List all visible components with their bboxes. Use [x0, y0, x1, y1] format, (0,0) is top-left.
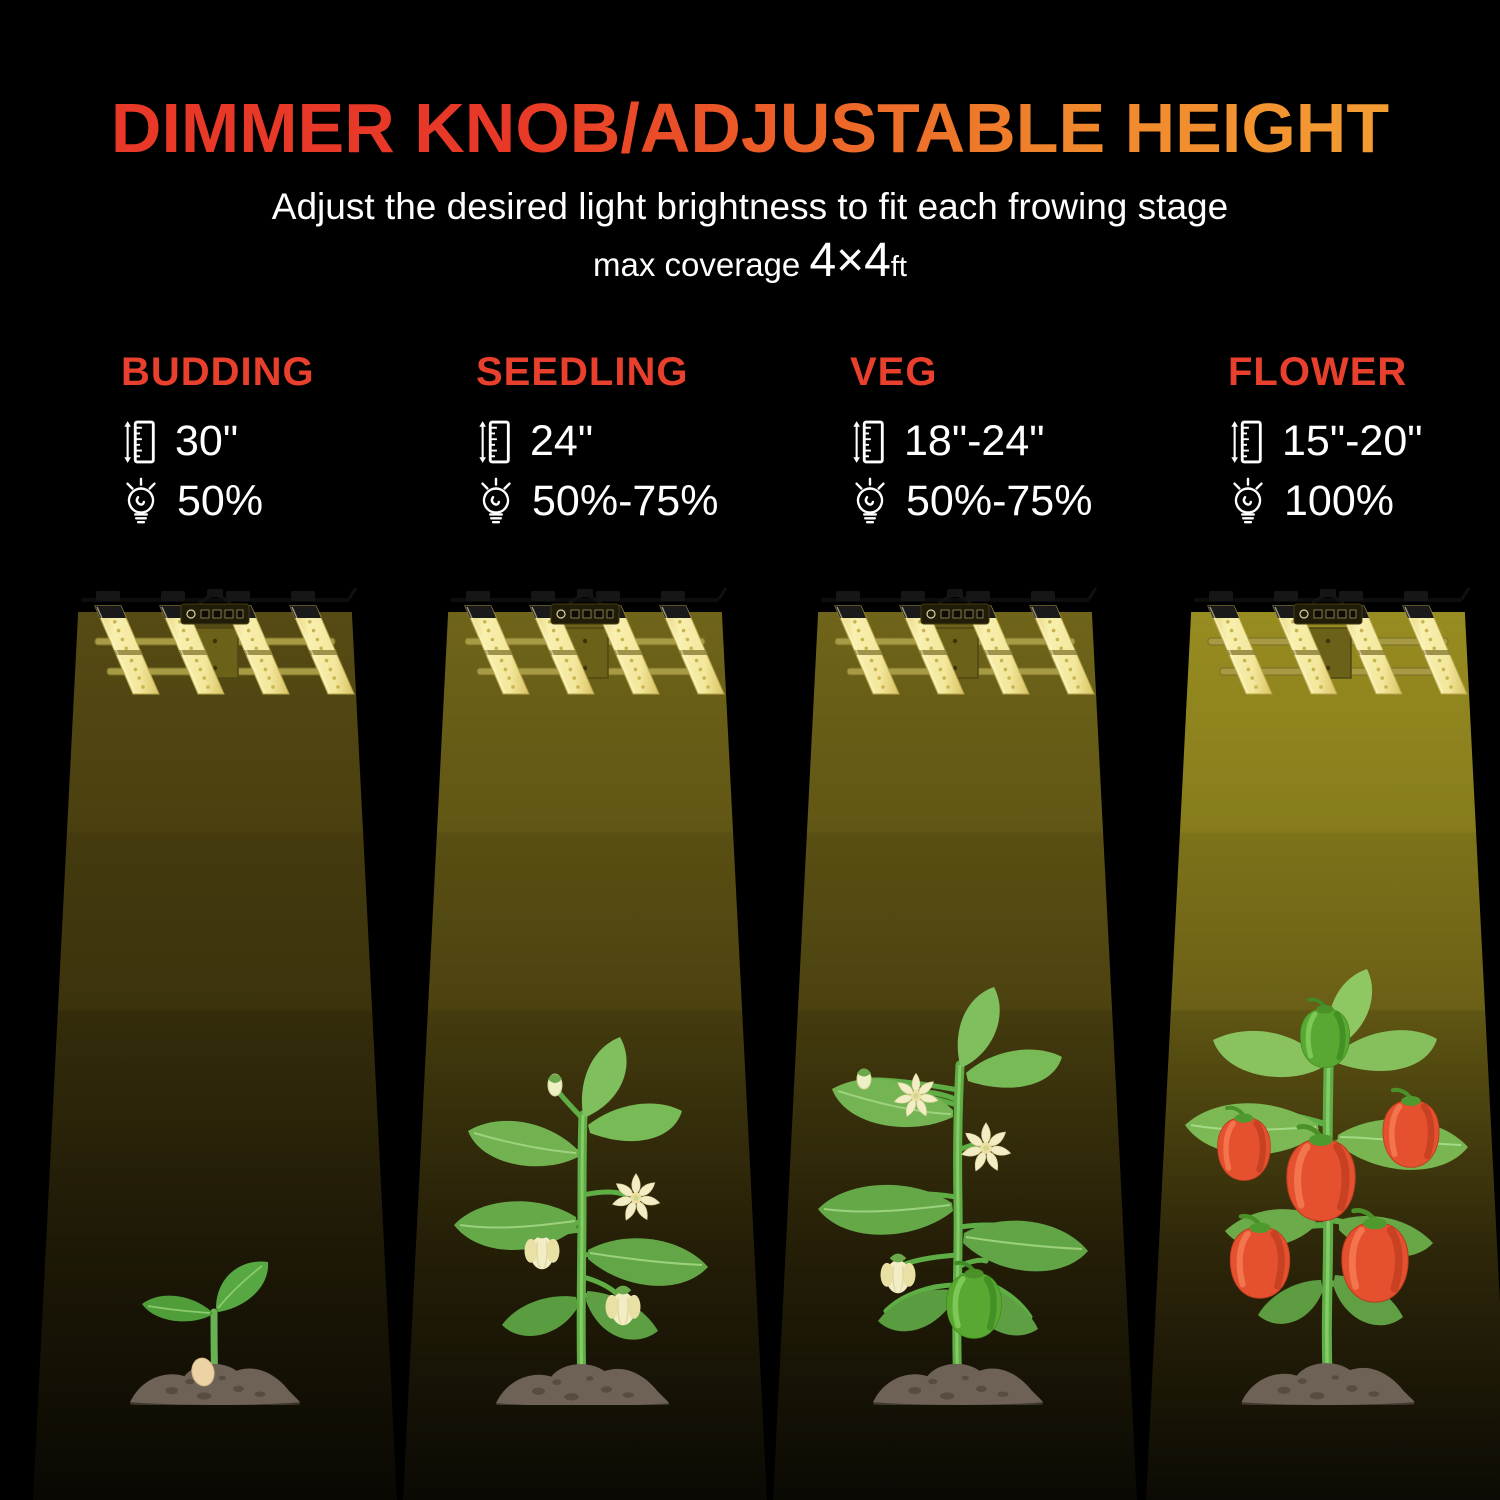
coverage-note: max coverage 4×4ft	[0, 233, 1500, 288]
height-ruler-icon	[1228, 419, 1266, 465]
hang-height-value: 15"-20"	[1282, 417, 1423, 465]
brightness-value: 50%-75%	[532, 476, 719, 525]
grow-light-fixture-seedling	[435, 586, 735, 700]
bulb-brightness-icon	[476, 476, 516, 526]
hang-height-row: 24"	[476, 417, 718, 466]
stage-block-veg: VEG 18"-24" 50%-75%	[850, 350, 1092, 526]
height-ruler-icon	[121, 419, 159, 465]
star-flower	[610, 1173, 662, 1223]
brightness-value: 50%-75%	[906, 476, 1093, 525]
brightness-row: 50%-75%	[850, 476, 1092, 526]
height-ruler-icon	[476, 419, 514, 465]
stage-block-seedling: SEEDLING 24" 50%-75%	[476, 350, 718, 526]
coverage-value: 4×4	[809, 234, 891, 287]
stage-name: SEEDLING	[476, 350, 689, 394]
plant-veg	[818, 987, 1088, 1405]
hang-height-value: 30"	[175, 417, 239, 465]
grow-light-fixture-flower	[1178, 586, 1478, 700]
hang-height-row: 18"-24"	[850, 417, 1092, 466]
red-pepper	[1383, 1090, 1439, 1167]
plant-sprout	[130, 1261, 300, 1405]
hang-height-value: 24"	[530, 417, 594, 465]
brightness-row: 100%	[1228, 476, 1423, 526]
grow-light-fixture-budding	[65, 586, 365, 700]
height-ruler-icon	[850, 419, 888, 465]
stage-block-flower: FLOWER 15"-20" 100%	[1228, 350, 1423, 526]
hang-height-row: 15"-20"	[1228, 417, 1423, 466]
bulb-brightness-icon	[121, 476, 161, 526]
stage-name: FLOWER	[1228, 350, 1408, 394]
bell-flower	[879, 1253, 917, 1294]
brightness-value: 50%	[177, 476, 264, 525]
coverage-unit: ft	[890, 251, 907, 283]
brightness-row: 50%-75%	[476, 476, 718, 526]
soil-mound	[130, 1363, 300, 1405]
coverage-prefix: max coverage	[593, 246, 810, 283]
bulb-brightness-icon	[850, 476, 890, 526]
plant-flower	[1185, 969, 1468, 1405]
stage-block-budding: BUDDING 30" 50%	[121, 350, 315, 526]
bulb-brightness-icon	[1228, 476, 1268, 526]
subtitle: Adjust the desired light brightness to f…	[271, 186, 1229, 227]
soil-mound	[1241, 1363, 1415, 1405]
hang-height-value: 18"-24"	[904, 417, 1045, 465]
hang-height-row: 30"	[121, 417, 315, 466]
stage-name: BUDDING	[121, 350, 315, 394]
seed	[191, 1357, 215, 1387]
stage-name: VEG	[850, 350, 938, 394]
page-title: DIMMER KNOB/ADJUSTABLE HEIGHT	[0, 88, 1500, 168]
soil-mound	[873, 1363, 1043, 1405]
grow-light-fixture-veg	[805, 586, 1105, 700]
brightness-row: 50%	[121, 476, 315, 526]
brightness-value: 100%	[1284, 476, 1394, 525]
plant-seedling	[454, 1037, 708, 1405]
soil-mound	[496, 1364, 669, 1405]
